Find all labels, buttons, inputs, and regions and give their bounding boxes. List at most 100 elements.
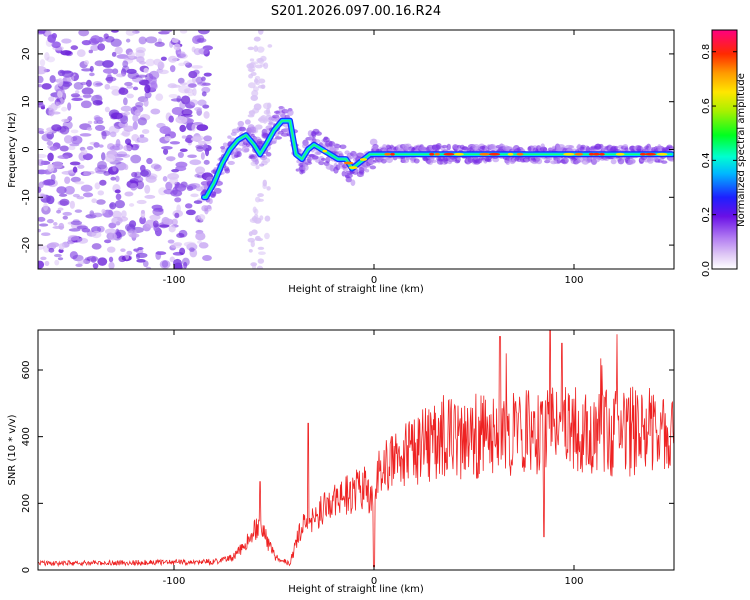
spectral-noise-blob: [132, 121, 138, 130]
spectral-noise-blob: [96, 37, 107, 42]
spectral-noise-blob: [79, 133, 92, 137]
snr-x-tick-label: 100: [564, 576, 583, 587]
spectral-halo-blob: [315, 131, 322, 136]
spectral-noise-blob: [250, 71, 257, 77]
spectral-noise-blob: [121, 210, 127, 218]
spectral-noise-blob: [41, 133, 53, 142]
spectral-noise-blob: [114, 200, 126, 209]
spectral-noise-blob: [197, 214, 206, 221]
spectral-noise-blob: [139, 216, 146, 225]
spectral-noise-blob: [86, 255, 99, 262]
spectral-noise-blob: [173, 258, 182, 268]
spectral-noise-blob: [185, 209, 196, 216]
spectral-noise-blob: [177, 151, 184, 158]
spectral-noise-blob: [248, 68, 255, 72]
spectral-noise-blob: [202, 254, 212, 261]
spectral-noise-blob: [196, 145, 204, 152]
spectral-noise-blob: [143, 98, 149, 107]
ridge-peak-blob: [322, 149, 328, 153]
spectral-noise-blob: [247, 46, 255, 51]
spectral-noise-blob: [250, 94, 259, 102]
spectral-noise-blob: [137, 117, 147, 126]
snr-panel: -100 0 100 0 200 400 600 Height of straight li…: [7, 329, 675, 595]
spectral-halo-blob: [265, 152, 272, 157]
spectrogram-y-tick-label: 10: [21, 95, 32, 108]
spectral-halo-blob: [302, 164, 309, 171]
spectral-noise-blob: [162, 146, 173, 150]
spectral-noise-blob: [82, 153, 93, 161]
spectral-noise-blob: [115, 73, 126, 78]
spectral-noise-blob: [266, 102, 272, 109]
spectral-noise-blob: [201, 91, 207, 97]
spectral-noise-blob: [174, 197, 182, 203]
ridge-peak-blob: [434, 152, 440, 156]
spectral-halo-blob: [419, 146, 427, 151]
spectral-noise-blob: [252, 86, 259, 92]
spectral-halo-blob: [335, 164, 341, 171]
spectral-halo-blob: [446, 143, 451, 151]
spectral-noise-blob: [38, 127, 45, 132]
spectral-noise-blob: [93, 142, 100, 148]
spectral-noise-blob: [80, 100, 92, 109]
spectral-halo-blob: [613, 145, 619, 150]
spectral-noise-blob: [38, 192, 47, 200]
spectral-noise-blob: [70, 45, 79, 50]
spectrogram-y-tick-label: -10: [21, 189, 32, 205]
spectral-noise-blob: [44, 52, 50, 61]
spectral-noise-blob: [105, 76, 117, 82]
spectral-noise-blob: [57, 77, 64, 87]
spectrogram-y-tick-label: -20: [21, 237, 32, 253]
spectral-noise-blob: [254, 75, 261, 80]
spectral-noise-blob: [40, 193, 45, 197]
spectral-noise-blob: [196, 124, 209, 131]
spectral-halo-blob: [307, 156, 312, 164]
spectral-noise-blob: [140, 209, 145, 214]
colorbar-tick-label: 0.2: [701, 207, 712, 223]
snr-x-tick-label: 0: [371, 576, 377, 587]
spectral-noise-blob: [109, 131, 117, 138]
spectral-noise-blob: [257, 258, 265, 264]
spectral-noise-blob: [82, 94, 92, 98]
spectral-noise-blob: [163, 127, 172, 135]
spectral-noise-blob: [160, 56, 167, 61]
spectral-noise-blob: [108, 232, 118, 241]
spectral-noise-blob: [52, 161, 63, 170]
spectral-noise-blob: [153, 164, 162, 172]
spectral-noise-blob: [52, 225, 65, 229]
snr-axes: -100 0 100 0 200 400 600: [21, 330, 674, 587]
ridge-peak-blob: [454, 152, 464, 156]
spectral-noise-blob: [139, 134, 145, 138]
spectral-noise-blob: [81, 228, 91, 233]
colorbar-tick-label: 0.0: [701, 261, 712, 277]
spectral-noise-blob: [48, 242, 60, 248]
ridge-peak-blob: [563, 152, 575, 156]
spectral-noise-blob: [91, 243, 102, 250]
spectral-noise-blob: [145, 58, 155, 67]
spectral-noise-blob: [111, 30, 119, 33]
spectral-noise-blob: [195, 76, 203, 84]
spectral-noise-blob: [159, 126, 171, 135]
spectral-noise-blob: [260, 84, 266, 90]
spectral-halo-blob: [610, 159, 617, 165]
spectral-noise-blob: [124, 164, 129, 171]
spectral-noise-blob: [38, 181, 44, 188]
spectral-noise-blob: [60, 50, 72, 56]
snr-x-axis-title: Height of straight line (km): [288, 584, 424, 595]
spectral-noise-blob: [254, 79, 259, 83]
spectral-noise-blob: [188, 247, 195, 253]
spectral-noise-blob: [58, 243, 65, 250]
spectral-noise-blob: [250, 240, 255, 248]
spectral-noise-blob: [255, 64, 263, 69]
spectral-noise-blob: [111, 210, 122, 219]
spectral-noise-blob: [112, 143, 124, 151]
spectral-halo-blob: [345, 176, 352, 183]
spectral-noise-blob: [152, 207, 164, 216]
spectral-noise-blob: [108, 261, 115, 269]
spectral-noise-blob: [130, 154, 142, 164]
spectral-halo-blob: [224, 168, 231, 174]
spectral-noise-blob: [81, 40, 92, 46]
spectral-noise-blob: [149, 214, 161, 220]
spectral-noise-blob: [82, 192, 94, 198]
spectral-noise-blob: [91, 230, 102, 239]
spectral-noise-blob: [103, 33, 109, 39]
